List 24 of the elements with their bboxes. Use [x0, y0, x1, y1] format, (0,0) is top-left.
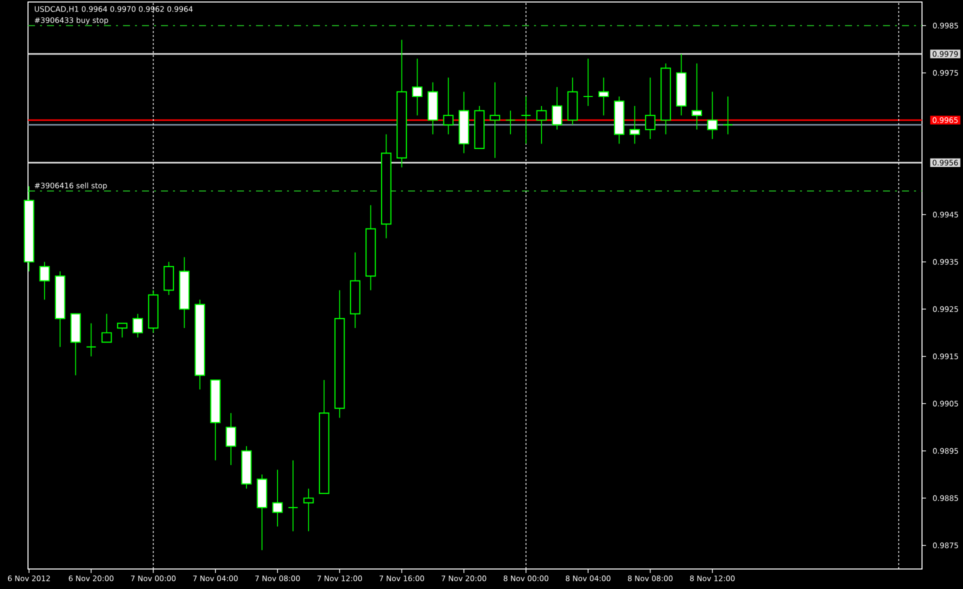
candlestick [39, 261, 50, 300]
candlestick [272, 469, 283, 527]
candlestick [86, 322, 96, 357]
candlestick [443, 77, 454, 135]
candlestick [288, 460, 298, 532]
candlestick [490, 82, 500, 158]
candlestick [536, 105, 547, 144]
candlestick [630, 105, 640, 144]
candlestick [645, 77, 656, 140]
candlestick [552, 86, 562, 130]
candlestick [692, 62, 702, 130]
candlestick [582, 58, 594, 106]
candlestick [505, 110, 516, 135]
candlestick [303, 488, 314, 532]
candlestick [226, 412, 236, 466]
candlestick [101, 313, 112, 343]
candlestick [707, 91, 718, 140]
candlestick [132, 313, 143, 338]
candlestick [722, 96, 734, 135]
candlestick [412, 58, 422, 116]
candlestick [520, 96, 532, 144]
candlestick [598, 77, 609, 116]
candlestick [117, 322, 128, 338]
candlestick [164, 261, 174, 296]
